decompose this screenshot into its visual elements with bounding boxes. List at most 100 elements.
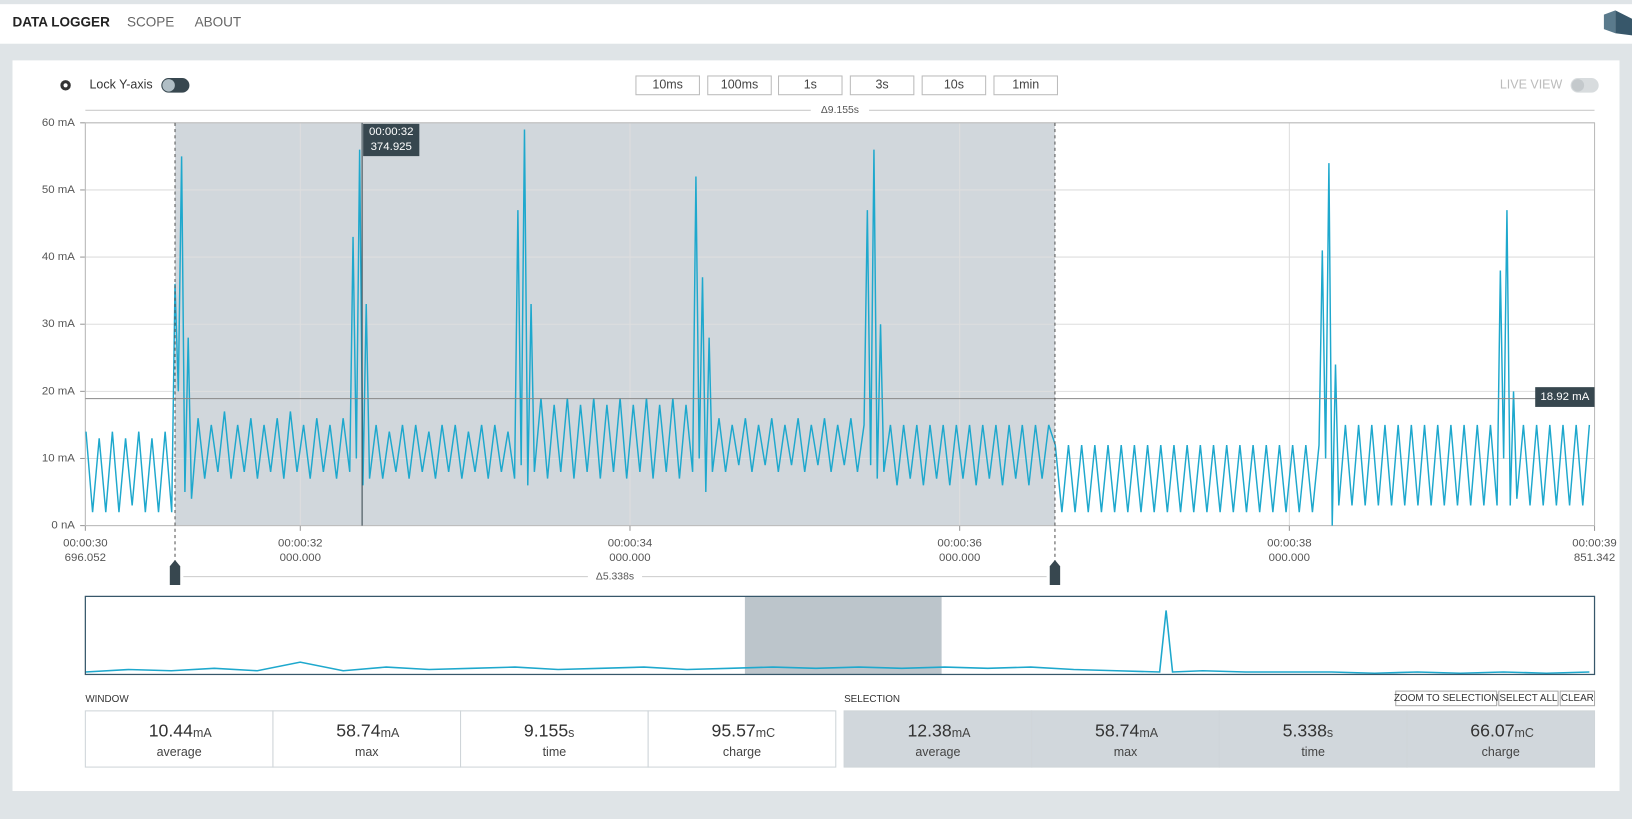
stat-label: charge — [723, 745, 761, 759]
stat-value: 95.57 — [712, 720, 756, 740]
stat-value: 5.338 — [1283, 720, 1327, 740]
window-button[interactable] — [778, 75, 843, 96]
stats-title: SELECTION — [844, 694, 900, 705]
y-tick-label: 60 mA — [42, 117, 75, 129]
x-tick-sublabel: 696.052 — [65, 552, 106, 564]
stat-value: 9.155 — [524, 720, 568, 740]
window-button-label[interactable]: 10ms — [652, 78, 683, 92]
y-tick-label: 40 mA — [42, 251, 75, 263]
stat-cell — [84, 710, 274, 768]
stat-unit: mC — [756, 726, 775, 740]
stat-value: 10.44 — [149, 720, 193, 740]
live-view-label: LIVE VIEW — [1500, 78, 1563, 92]
hover-time: 00:00:32 — [369, 126, 414, 138]
selection-delta-bg — [587, 570, 643, 583]
stat-label: charge — [1482, 745, 1520, 759]
window-button[interactable] — [921, 75, 987, 96]
stat-label: max — [355, 745, 379, 759]
selection-button-label[interactable]: CLEAR — [1561, 693, 1594, 704]
x-tick-sublabel: 000.000 — [280, 552, 321, 564]
x-tick-label: 00:00:36 — [937, 537, 982, 549]
plot-frame — [84, 122, 1596, 527]
window-button-label[interactable]: 100ms — [721, 78, 758, 92]
x-tick-label: 00:00:39 — [1572, 537, 1617, 549]
window-button[interactable] — [635, 75, 700, 96]
selection-button[interactable] — [1559, 690, 1596, 707]
x-tick-sublabel: 000.000 — [1269, 552, 1310, 564]
window-button[interactable] — [849, 75, 915, 96]
stat-unit: s — [568, 726, 574, 740]
selection-handle[interactable] — [1049, 559, 1061, 585]
stat-label: time — [543, 745, 567, 759]
x-tick-label: 00:00:32 — [278, 537, 323, 549]
stat-label: max — [1114, 745, 1138, 759]
stat-value: 12.38 — [907, 720, 951, 740]
stat-label: average — [157, 745, 202, 759]
x-tick-label: 00:00:38 — [1267, 537, 1312, 549]
selection-handle[interactable] — [169, 559, 181, 585]
stat-unit: mA — [381, 726, 400, 740]
stat-unit: s — [1327, 726, 1333, 740]
selection-button-label[interactable]: ZOOM TO SELECTION — [1394, 693, 1498, 704]
nav-tab[interactable]: DATA LOGGER — [12, 14, 110, 29]
y-tick-label: 30 mA — [42, 318, 75, 330]
stat-label: time — [1301, 745, 1325, 759]
stat-cell — [272, 710, 462, 768]
settings-icon[interactable] — [60, 80, 71, 91]
selection-delta: Δ5.338s — [596, 571, 634, 582]
logo — [1603, 10, 1632, 36]
stat-cell — [843, 710, 1033, 768]
stat-cell — [460, 710, 649, 768]
stat-label: average — [915, 745, 960, 759]
overview-frame — [84, 595, 1596, 676]
x-tick-sublabel: 000.000 — [939, 552, 980, 564]
stat-cell — [647, 710, 837, 768]
stat-value: 58.74 — [336, 720, 380, 740]
overview-trace — [85, 610, 1590, 675]
x-tick-label: 00:00:30 — [63, 537, 108, 549]
window-button[interactable] — [707, 75, 772, 96]
stat-cell — [1218, 710, 1408, 768]
level-label-bg — [1535, 387, 1595, 407]
hover-tooltip — [363, 123, 420, 157]
live-view-toggle[interactable] — [1570, 78, 1599, 93]
y-tick-label: 50 mA — [42, 184, 75, 196]
current-trace — [85, 129, 1591, 526]
selection-button[interactable] — [1395, 690, 1498, 707]
y-tick-label: 20 mA — [42, 385, 75, 397]
window-delta: Δ9.155s — [821, 105, 859, 116]
window-button[interactable] — [993, 75, 1058, 96]
lock-label: Lock Y-axis — [90, 78, 153, 92]
x-tick-label: 00:00:34 — [608, 537, 653, 549]
stat-value: 66.07 — [1470, 720, 1514, 740]
overview-window — [744, 596, 942, 675]
window-button-label[interactable]: 3s — [876, 78, 889, 92]
x-tick-sublabel: 000.000 — [609, 552, 650, 564]
window-button-label[interactable]: 1min — [1012, 78, 1039, 92]
hover-ms: 374.925 — [371, 141, 412, 153]
window-button-label[interactable]: 10s — [944, 78, 964, 92]
nav-tab[interactable]: ABOUT — [195, 14, 242, 29]
level-label: 18.92 mA — [1540, 391, 1589, 403]
stat-value: 58.74 — [1095, 720, 1139, 740]
y-tick-label: 10 mA — [42, 452, 75, 464]
nav-bar — [0, 4, 1632, 44]
stats-title: WINDOW — [85, 694, 129, 705]
y-tick-label: 0 nA — [51, 520, 75, 532]
stat-unit: mC — [1515, 726, 1534, 740]
stat-unit: mA — [1139, 726, 1158, 740]
selection-button[interactable] — [1498, 690, 1559, 707]
x-tick-sublabel: 851.342 — [1574, 552, 1615, 564]
stat-cell — [1031, 710, 1220, 768]
lock-toggle[interactable] — [161, 78, 190, 93]
window-button-label[interactable]: 1s — [804, 78, 817, 92]
stat-cell — [1406, 710, 1596, 768]
stat-unit: mA — [193, 726, 212, 740]
stat-unit: mA — [952, 726, 971, 740]
nav-tab[interactable]: SCOPE — [127, 14, 174, 29]
selection-button-label[interactable]: SELECT ALL — [1499, 693, 1558, 704]
window-delta-bg — [810, 104, 870, 117]
